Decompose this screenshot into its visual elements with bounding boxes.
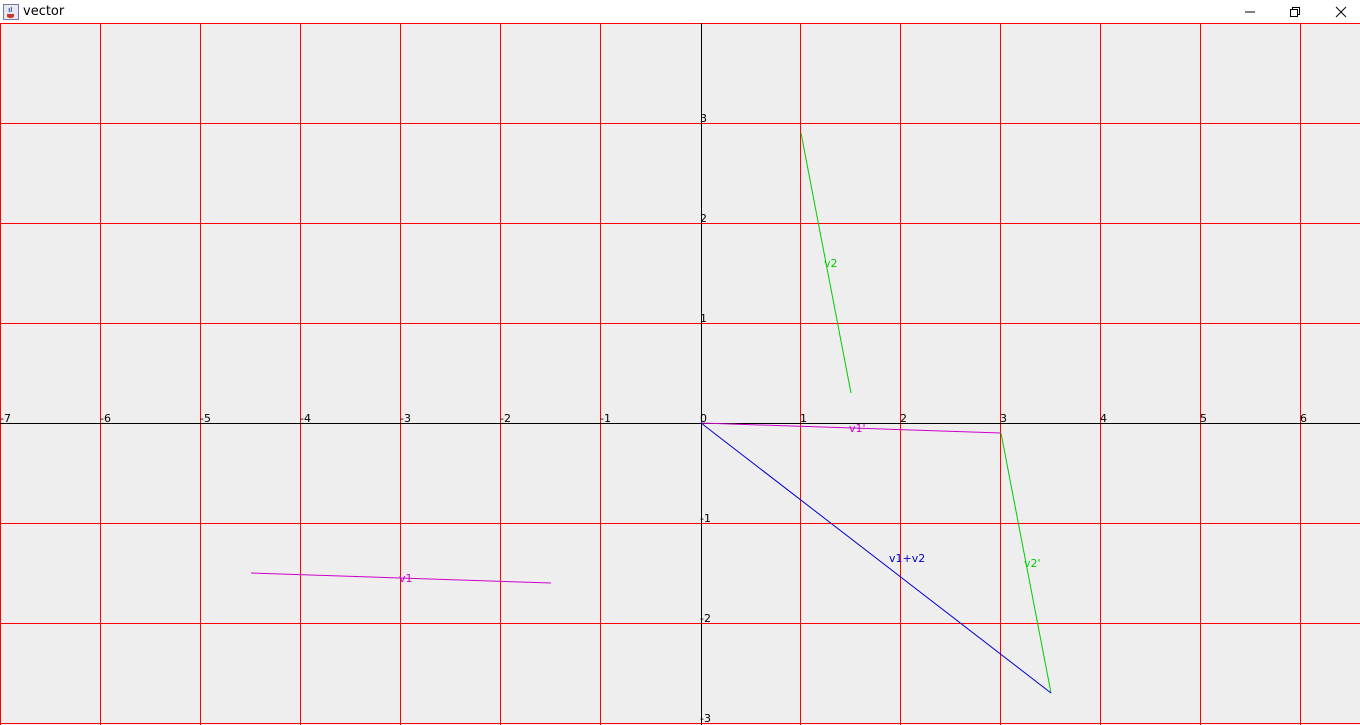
java-cup-icon bbox=[3, 3, 19, 20]
x-tick-label: -7 bbox=[0, 412, 11, 425]
restore-icon bbox=[1290, 6, 1300, 17]
x-tick-label: 3 bbox=[1000, 412, 1007, 425]
x-tick-label: -3 bbox=[400, 412, 411, 425]
restore-button[interactable] bbox=[1272, 0, 1318, 23]
vector-label: v2 bbox=[824, 257, 838, 270]
y-tick-label: -3 bbox=[700, 712, 711, 725]
x-tick-label: 5 bbox=[1200, 412, 1207, 425]
title-bar[interactable]: vector bbox=[0, 0, 1360, 23]
y-tick-label: -1 bbox=[700, 512, 711, 525]
vector-label: v2' bbox=[1024, 557, 1041, 570]
vector-label: v1 bbox=[399, 572, 413, 585]
vector-line bbox=[1000, 432, 1052, 694]
x-tick-label: 0 bbox=[700, 412, 707, 425]
x-tick-label: -2 bbox=[500, 412, 511, 425]
y-tick-label: 1 bbox=[700, 312, 707, 325]
x-tick-label: 1 bbox=[800, 412, 807, 425]
vector-label: v1+v2 bbox=[889, 552, 925, 565]
vector-line bbox=[700, 422, 1002, 434]
x-tick-label: 4 bbox=[1100, 412, 1107, 425]
y-tick-label: -2 bbox=[700, 612, 711, 625]
y-tick-label: 2 bbox=[700, 212, 707, 225]
vector-line bbox=[800, 132, 852, 394]
vectors: v1 v2 v1' v2' v1+v2 bbox=[250, 132, 1052, 694]
vector-label: v1' bbox=[849, 422, 866, 435]
y-tick-label: 3 bbox=[700, 112, 707, 125]
x-tick-label: 2 bbox=[900, 412, 907, 425]
plot-canvas[interactable]: -7 -6 -5 -4 -3 -2 -1 0 1 2 3 4 5 6 3 2 1 -1 -2 -3 v1 v2 v1' v2… bbox=[0, 23, 1360, 725]
window-title: vector bbox=[23, 4, 65, 19]
vector-line bbox=[700, 422, 1052, 694]
x-tick-label: 6 bbox=[1300, 412, 1307, 425]
grid-lines bbox=[0, 23, 1360, 725]
close-button[interactable] bbox=[1318, 0, 1360, 23]
vector-line bbox=[250, 572, 552, 584]
minimize-icon bbox=[1245, 11, 1255, 12]
minimize-button[interactable] bbox=[1227, 0, 1273, 23]
x-tick-label: -5 bbox=[200, 412, 211, 425]
axes bbox=[0, 23, 1360, 725]
x-tick-label: -1 bbox=[600, 412, 611, 425]
vector-plot: -7 -6 -5 -4 -3 -2 -1 0 1 2 3 4 5 6 3 2 1 -1 -2 -3 v1 v2 v1' v2… bbox=[0, 23, 1360, 725]
x-tick-label: -6 bbox=[100, 412, 111, 425]
tick-labels: -7 -6 -5 -4 -3 -2 -1 0 1 2 3 4 5 6 3 2 1 -1 -2 -3 bbox=[0, 112, 1307, 725]
x-tick-label: -4 bbox=[300, 412, 311, 425]
close-icon bbox=[1335, 6, 1347, 17]
